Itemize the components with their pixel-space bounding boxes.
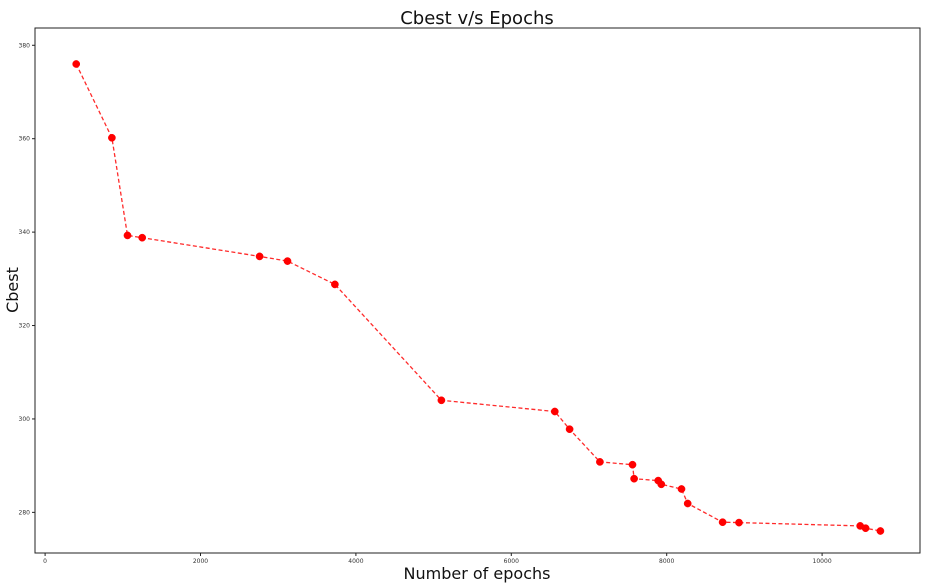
data-point [331,280,339,289]
data-point [657,480,666,489]
data-point [565,425,574,434]
x-tick-label: 10000 [813,558,832,565]
data-point [596,458,604,466]
data-point [735,518,743,527]
series-line [75,63,881,532]
x-axis-label: Number of epochs [404,564,551,583]
y-axis-label: Cbest [3,267,22,313]
x-axis: 0 2000 4000 6000 8000 10000 [43,553,832,565]
x-tick-label: 2000 [193,558,208,565]
y-tick-label: 300 [19,416,31,423]
x-tick-label: 4000 [348,558,363,565]
y-tick-label: 360 [19,136,31,143]
data-point [123,231,132,240]
data-point [255,252,264,261]
plot-frame [34,27,921,554]
data-point [630,474,638,483]
data-point [283,257,292,265]
data-point [683,499,692,508]
x-tick-label: 8000 [659,558,674,565]
y-tick-label: 380 [19,42,31,49]
data-point [138,233,147,242]
x-tick-label: 6000 [504,558,519,565]
y-tick-label: 320 [19,323,31,330]
chart-title: Cbest v/s Epochs [400,8,554,29]
y-tick-label: 280 [19,509,31,516]
x-tick-label: 0 [43,558,47,565]
series-layer [72,60,885,535]
data-point [72,60,81,68]
y-tick-label: 340 [19,229,31,236]
data-point [628,460,637,469]
data-point [108,133,116,142]
data-point [550,407,559,416]
data-point [718,518,727,527]
data-point [876,527,885,535]
data-point [677,485,686,493]
data-point [437,396,446,405]
y-axis: 280 300 320 340 360 380 [19,42,35,516]
data-point [861,524,870,533]
